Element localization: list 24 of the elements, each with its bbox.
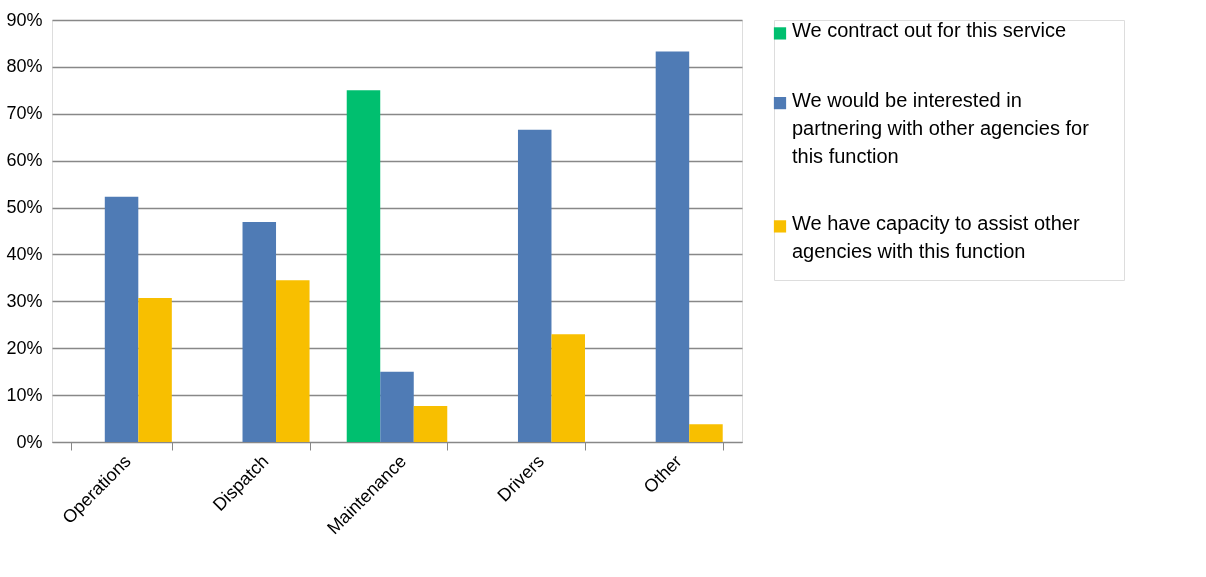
bar [517, 129, 552, 442]
bar [413, 405, 448, 442]
y-tick-label: 0% [16, 431, 43, 452]
y-tick-label: 70% [6, 103, 43, 124]
legend-label: We have capacity to assist other agencies with this function [792, 212, 1080, 263]
y-tick-label: 20% [6, 337, 43, 358]
y-tick-label: 50% [6, 197, 43, 218]
y-tick-label: 10% [6, 384, 43, 405]
y-tick-label: 30% [6, 290, 43, 311]
bar [380, 371, 414, 442]
y-tick-label: 80% [6, 56, 43, 77]
y-tick-label: 60% [6, 150, 43, 171]
bar [551, 334, 585, 442]
bar [242, 222, 277, 442]
bar [104, 196, 139, 442]
legend-label: We contract out for this service [792, 19, 1067, 42]
bar [655, 51, 690, 442]
y-tick-label: 40% [6, 243, 43, 264]
bar [689, 424, 723, 442]
legend-label: We would be interested in partnering with other agencies for this function [792, 89, 1090, 168]
bar [138, 298, 172, 442]
bar [346, 90, 381, 442]
bar [276, 280, 310, 442]
y-tick-label: 90% [6, 9, 43, 30]
